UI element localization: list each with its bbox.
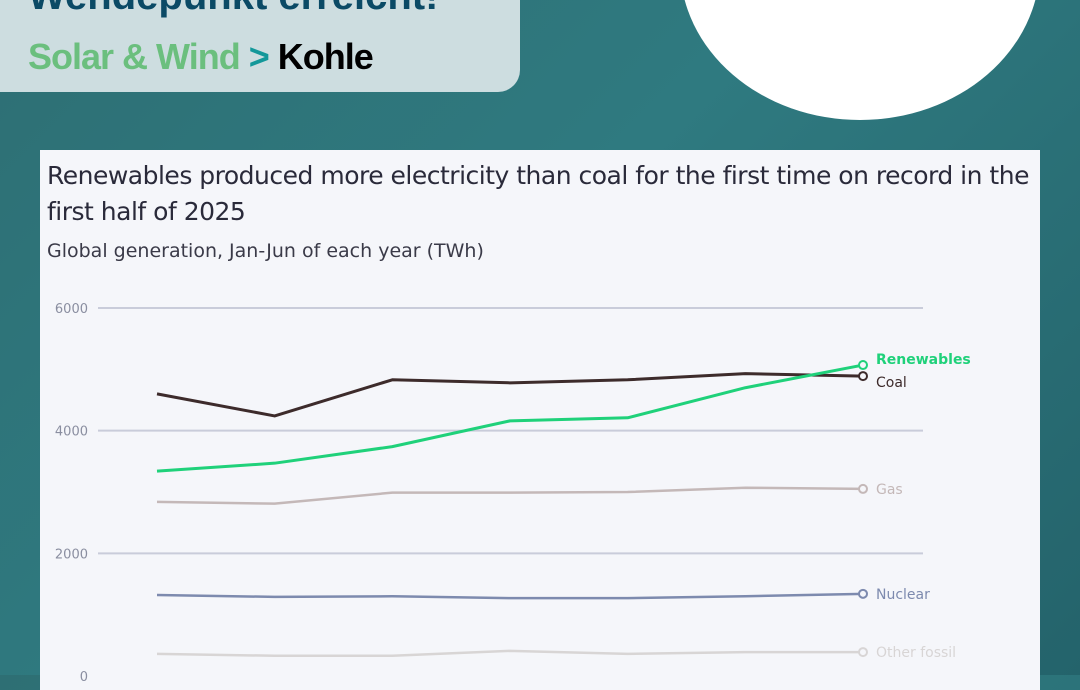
series-label: Other fossil	[876, 645, 956, 661]
subline-coal: Kohle	[277, 36, 374, 77]
series-line-gas	[156, 486, 864, 505]
series-line-renewables	[156, 363, 864, 473]
chart-title: Renewables produced more electricity tha…	[47, 161, 1029, 226]
headline: Wendepunkt erreicht!	[28, 0, 438, 19]
subline-solar-wind: Solar & Wind	[28, 36, 241, 77]
header-banner: Wendepunkt erreicht! Solar & Wind > Kohl…	[0, 0, 520, 92]
series-line-coal	[156, 372, 864, 418]
chart-subtitle: Global generation, Jan-Jun of each year …	[47, 240, 484, 262]
y-tick-label: 4000	[55, 425, 88, 440]
data-point	[858, 360, 868, 371]
data-point	[858, 588, 868, 599]
chart-card: Renewables produced more electricity tha…	[40, 150, 1040, 690]
series-label: Renewables	[876, 352, 971, 368]
series-line-other-fossil	[156, 649, 863, 658]
subline-separator: >	[248, 36, 270, 77]
y-tick-label: 0	[80, 670, 88, 685]
series-line-nuclear	[156, 592, 864, 600]
subline: Solar & Wind > Kohle	[28, 36, 374, 78]
data-point	[858, 483, 868, 494]
series-label: Coal	[876, 375, 907, 391]
y-tick-label: 6000	[55, 302, 88, 317]
series-label: Nuclear	[876, 587, 930, 603]
decorative-circle	[680, 0, 1040, 120]
data-point	[858, 647, 868, 658]
series-label: Gas	[876, 482, 903, 498]
y-tick-label: 2000	[55, 547, 88, 562]
data-point	[858, 371, 868, 382]
line-chart: 0 2000 4000 6000 Coal Renewables Gas Nuclear Oth…	[55, 302, 971, 685]
